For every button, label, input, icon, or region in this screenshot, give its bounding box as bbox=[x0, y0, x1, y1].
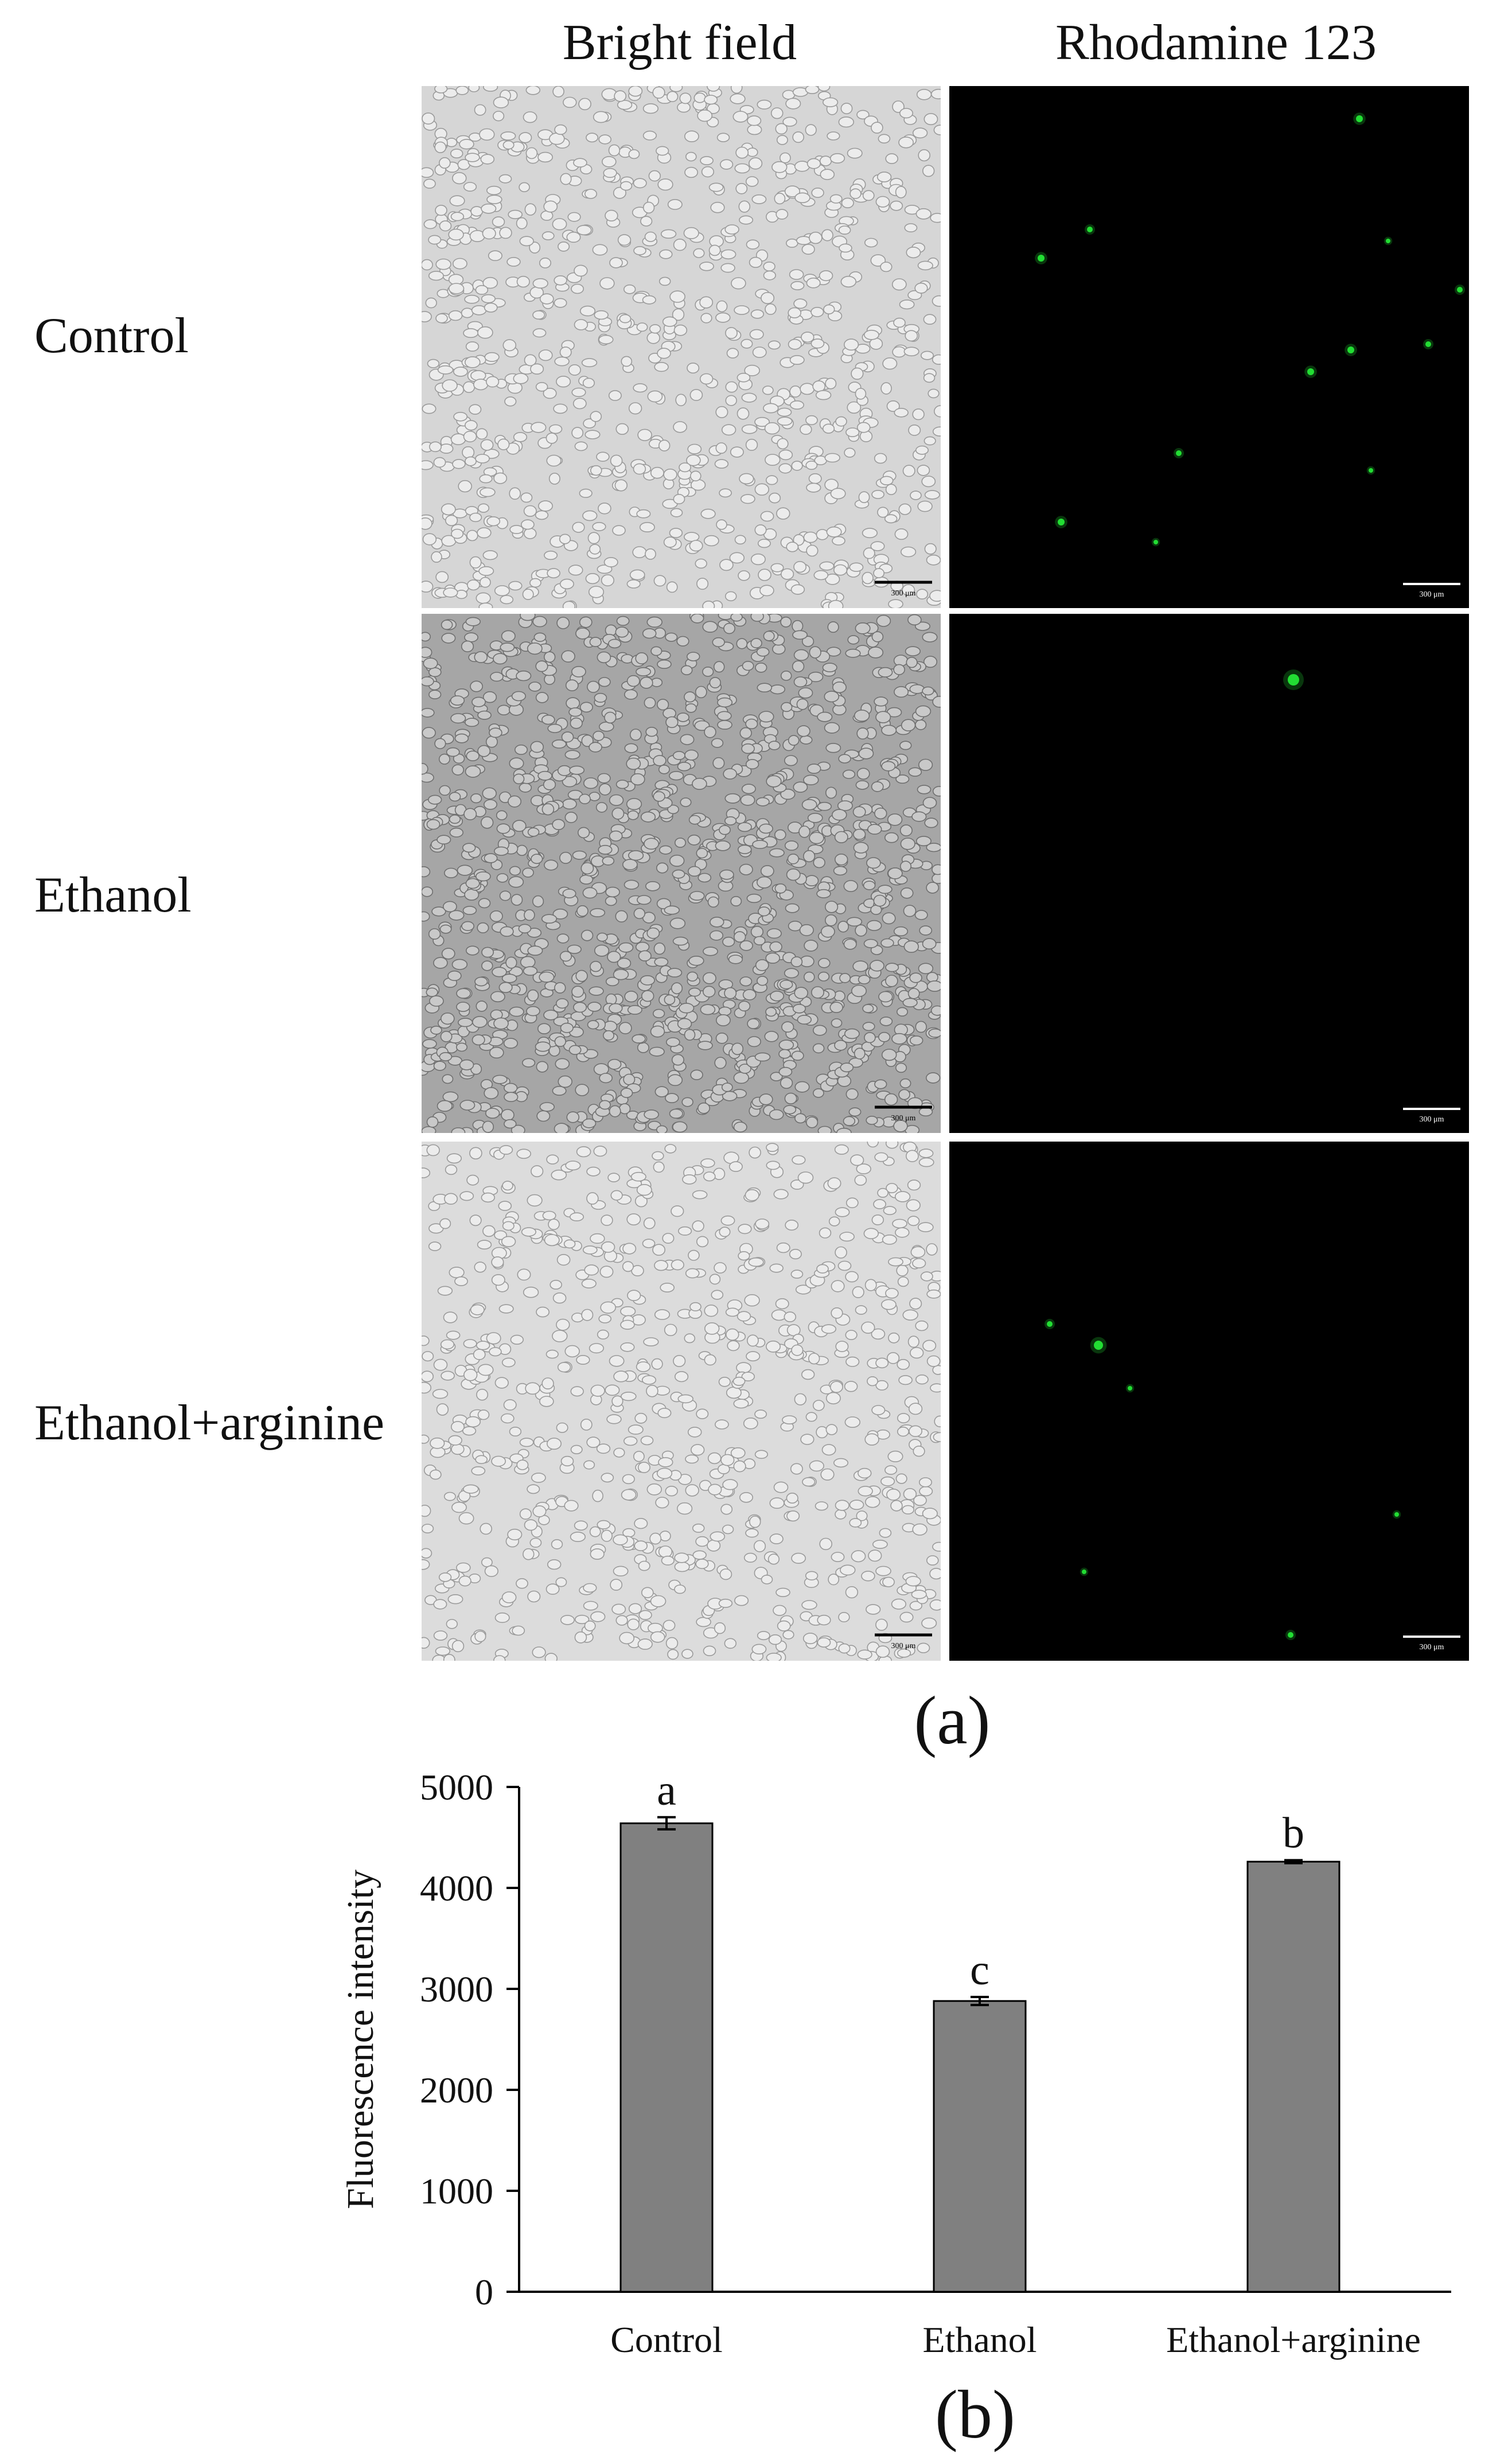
rhodamine-ethanol-arginine-panel: 300 μm bbox=[949, 1142, 1469, 1661]
x-tick-label: Control bbox=[610, 2319, 723, 2360]
y-tick-label: 4000 bbox=[420, 1868, 493, 1909]
cell-outlines bbox=[422, 614, 941, 1133]
fluorescent-spot bbox=[1047, 1321, 1053, 1327]
scale-bar-label: 300 μm bbox=[1420, 590, 1444, 599]
significance-letter: a bbox=[657, 1766, 676, 1814]
fluorescent-spot bbox=[1176, 450, 1182, 456]
bar bbox=[933, 2000, 1027, 2293]
bar bbox=[619, 1822, 714, 2293]
row-label-ethanol: Ethanol bbox=[34, 867, 192, 923]
column-header-bright-field: Bright field bbox=[562, 15, 797, 71]
bright-field-ethanol-arginine-panel: 300 μm bbox=[422, 1142, 941, 1661]
fluorescent-spot bbox=[1457, 287, 1463, 293]
scale-bar-label: 300 μm bbox=[891, 589, 916, 598]
column-header-rhodamine: Rhodamine 123 bbox=[1055, 15, 1377, 71]
panel-a-label: (a) bbox=[914, 1682, 991, 1758]
y-tick-label: 1000 bbox=[420, 2171, 493, 2211]
rhodamine-control-panel: 300 μm bbox=[949, 86, 1469, 608]
fluorescent-spot bbox=[1288, 674, 1299, 686]
fluorescent-spot bbox=[1394, 1512, 1399, 1517]
y-tick-label: 5000 bbox=[420, 1767, 493, 1808]
fluorescence-background bbox=[949, 1142, 1469, 1661]
fluorescence-background bbox=[949, 86, 1469, 608]
y-axis-label: Fluorescence intensity bbox=[340, 1870, 381, 2209]
panel-b-label: (b) bbox=[935, 2376, 1015, 2452]
fluorescent-spot bbox=[1288, 1632, 1293, 1638]
y-tick-label: 3000 bbox=[420, 1969, 493, 2010]
fluorescent-spot bbox=[1307, 368, 1314, 375]
x-tick-label: Ethanol+arginine bbox=[1166, 2319, 1421, 2360]
y-tick-label: 2000 bbox=[420, 2070, 493, 2110]
scale-bar-label: 300 μm bbox=[891, 1642, 916, 1650]
fluorescent-spot bbox=[1347, 346, 1354, 353]
bright-field-control-panel: 300 μm bbox=[422, 86, 941, 608]
fluorescence-background bbox=[949, 614, 1469, 1133]
row-label-ethanol-arginine: Ethanol+arginine bbox=[34, 1395, 385, 1451]
row-label-control: Control bbox=[34, 308, 189, 364]
fluorescent-spot bbox=[1369, 468, 1373, 473]
scale-bar-label: 300 μm bbox=[891, 1114, 916, 1123]
fluorescent-spot bbox=[1356, 115, 1363, 122]
fluorescent-spot bbox=[1094, 1341, 1103, 1350]
y-tick-label: 0 bbox=[475, 2272, 493, 2312]
fluorescent-spot bbox=[1128, 1386, 1132, 1391]
scale-bar-label: 300 μm bbox=[1420, 1115, 1444, 1124]
scale-bar-label: 300 μm bbox=[1420, 1643, 1444, 1652]
fluorescent-spot bbox=[1082, 1570, 1086, 1574]
fluorescent-spot bbox=[1425, 341, 1431, 347]
fluorescent-spot bbox=[1087, 227, 1093, 232]
fluorescent-spot bbox=[1154, 540, 1158, 544]
bar bbox=[1246, 1860, 1340, 2293]
fluorescent-spot bbox=[1038, 255, 1045, 262]
cell-outlines bbox=[422, 1142, 941, 1661]
significance-letter: c bbox=[970, 1946, 989, 1994]
rhodamine-ethanol-panel: 300 μm bbox=[949, 614, 1469, 1133]
fluorescent-spot bbox=[1386, 239, 1390, 243]
fluorescent-spot bbox=[1058, 519, 1065, 525]
bright-field-ethanol-panel: 300 μm bbox=[422, 614, 941, 1133]
cell-outlines bbox=[422, 86, 941, 608]
x-tick-label: Ethanol bbox=[922, 2319, 1036, 2360]
significance-letter: b bbox=[1283, 1809, 1304, 1858]
